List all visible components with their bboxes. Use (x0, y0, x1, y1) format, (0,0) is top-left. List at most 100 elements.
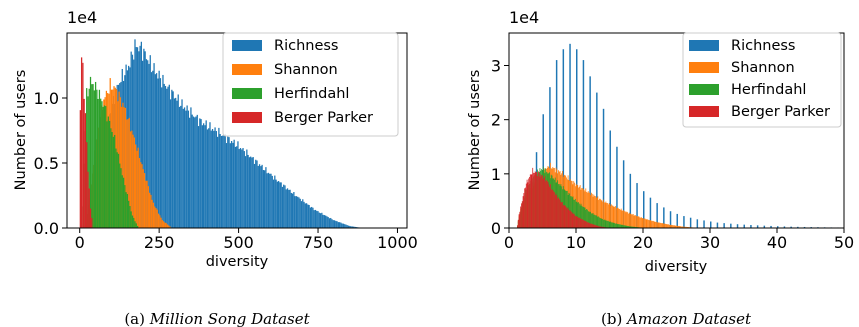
bar-richness (770, 225, 772, 228)
bar-berger-parker (568, 209, 570, 228)
bar-richness (208, 128, 210, 228)
bar-berger-parker (603, 226, 604, 228)
bar-shannon (605, 201, 607, 228)
bar-shannon (165, 223, 167, 228)
bar-herfindahl (577, 202, 579, 228)
bar-shannon (652, 220, 654, 228)
bar-shannon (620, 208, 622, 228)
bar-richness (129, 67, 131, 228)
bar-richness (347, 225, 350, 228)
bar-berger-parker (534, 171, 536, 228)
y-scale-label: 1e4 (509, 8, 539, 27)
bar-richness (167, 86, 169, 228)
bar-shannon (161, 220, 163, 228)
bar-herfindahl (624, 225, 626, 228)
bar-berger-parker (545, 181, 546, 228)
bar-herfindahl (98, 89, 101, 228)
bar-richness (629, 173, 632, 228)
bar-richness (318, 212, 320, 228)
bar-richness (241, 149, 243, 228)
bar-herfindahl (596, 216, 598, 228)
bar-richness (220, 135, 223, 228)
bar-richness (143, 48, 145, 228)
bar-herfindahl (576, 201, 578, 228)
bar-herfindahl (603, 220, 604, 228)
bar-berger-parker (533, 173, 535, 228)
bar-berger-parker (573, 213, 575, 228)
bar-shannon (612, 205, 614, 228)
bar-richness (158, 70, 160, 228)
bar-richness (299, 198, 301, 228)
bars-group (79, 39, 362, 229)
bar-richness (803, 226, 806, 228)
bar-berger-parker (554, 195, 556, 228)
bar-richness (303, 201, 305, 228)
bar-richness (354, 226, 356, 228)
bar-berger-parker (566, 208, 568, 228)
bar-berger-parker (582, 219, 583, 228)
bar-richness (262, 170, 265, 228)
bar-richness (153, 63, 155, 228)
chart-million-song: 0 250 500 750 1000 0.0 0.5 1.0 1e4 diversity N… (13, 8, 418, 327)
bar-herfindahl (607, 220, 608, 228)
bar-herfindahl (131, 215, 134, 228)
bar-herfindahl (603, 219, 605, 228)
bar-herfindahl (112, 136, 115, 228)
bar-richness (340, 222, 342, 228)
bar-richness (276, 181, 278, 228)
x-ticks: 0 10 20 30 40 50 (504, 228, 854, 252)
bar-herfindahl (107, 116, 109, 228)
bar-richness (214, 127, 216, 228)
bar-richness (285, 189, 287, 228)
bar-herfindahl (578, 202, 579, 228)
bar-richness (321, 212, 323, 228)
bar-richness (163, 83, 165, 228)
legend-swatch-shannon (689, 62, 719, 73)
bar-shannon (98, 127, 100, 228)
bar-richness (300, 201, 303, 228)
bar-shannon (645, 219, 647, 228)
bar-richness (267, 172, 270, 228)
y-tick-label: 1 (491, 165, 501, 184)
bar-shannon (604, 202, 606, 228)
legend-label-berger-parker: Berger Parker (274, 110, 373, 126)
bar-berger-parker (539, 176, 541, 228)
bar-richness (191, 114, 193, 228)
bar-richness (253, 163, 256, 228)
x-tick-label: 40 (767, 233, 787, 252)
bar-richness (304, 203, 306, 228)
bar-herfindahl (623, 225, 624, 228)
bar-berger-parker (517, 219, 519, 228)
bar-richness (215, 131, 217, 228)
bar-berger-parker (586, 222, 588, 228)
bar-herfindahl (94, 81, 97, 228)
bar-herfindahl (105, 106, 107, 228)
bar-shannon (681, 226, 682, 228)
bar-richness (683, 216, 685, 228)
x-tick-label: 0 (504, 233, 514, 252)
bar-richness (703, 220, 705, 228)
bar-shannon (679, 226, 681, 228)
bar-richness (569, 43, 571, 228)
bar-herfindahl (121, 175, 123, 228)
bar-shannon (636, 216, 638, 228)
bar-herfindahl (630, 226, 632, 228)
bar-shannon (656, 221, 657, 228)
bar-richness (307, 204, 309, 228)
bar-berger-parker (529, 176, 530, 228)
bar-berger-parker (583, 220, 585, 228)
bar-berger-parker (560, 202, 562, 228)
bar-richness (589, 76, 591, 228)
bar-herfindahl (625, 225, 627, 228)
bar-herfindahl (591, 213, 593, 228)
bar-richness (293, 192, 295, 228)
bar-shannon (675, 225, 677, 228)
bar-herfindahl (597, 217, 599, 228)
bar-shannon (617, 207, 619, 228)
bar-shannon (137, 147, 139, 228)
bar-herfindahl (594, 214, 596, 228)
bar-shannon (110, 89, 113, 228)
bar-berger-parker (83, 98, 85, 228)
bar-richness (144, 51, 146, 228)
bar-richness (335, 220, 337, 228)
